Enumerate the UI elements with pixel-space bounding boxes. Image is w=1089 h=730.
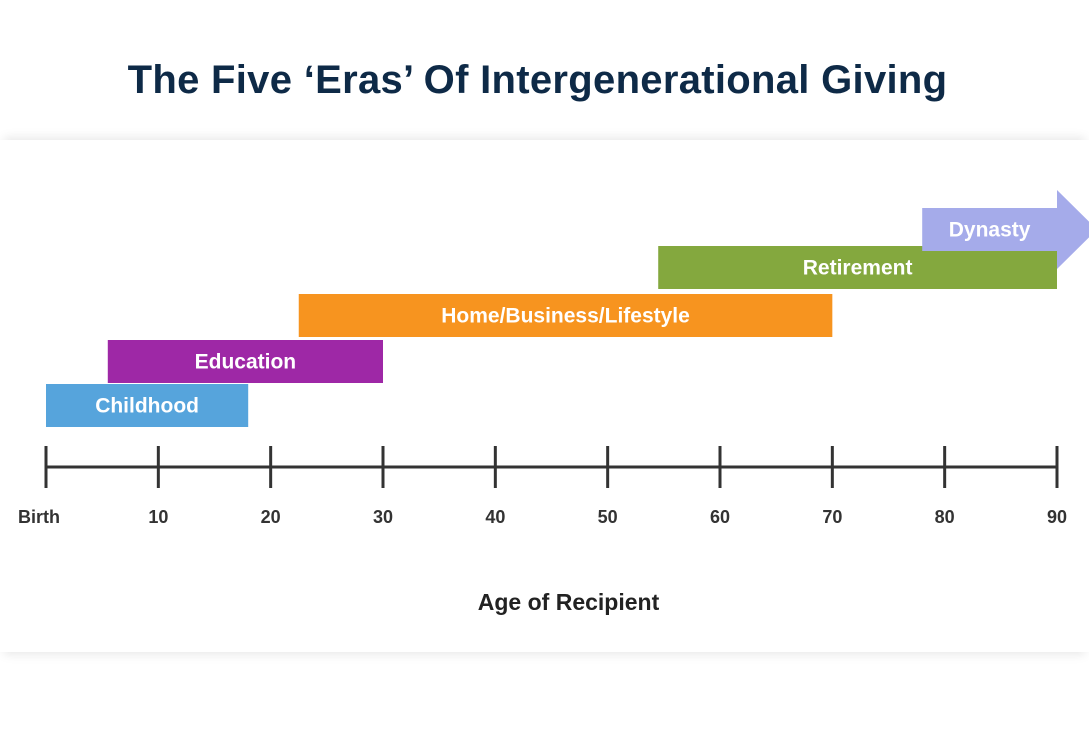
tick-label-30: 30 — [373, 507, 393, 527]
x-axis-ticks: Birth 10 20 30 40 50 60 70 80 90 — [18, 446, 1067, 527]
tick-label-50: 50 — [598, 507, 618, 527]
era-bar-dynasty — [922, 190, 1089, 269]
era-bar-home-business-lifestyle — [298, 294, 833, 337]
tick-label-10: 10 — [148, 507, 168, 527]
chart-title: The Five ‘Eras’ Of Intergenerational Giv… — [127, 58, 948, 102]
era-bars: Childhood Education Home/Business/Lifestyl… — [46, 190, 1089, 427]
tick-label-90: 90 — [1047, 507, 1067, 527]
era-label-dynasty: Dynasty — [949, 219, 1031, 242]
tick-label-60: 60 — [710, 507, 730, 527]
tick-label-birth: Birth — [18, 507, 60, 527]
era-bar-retirement — [658, 246, 1057, 289]
era-label-childhood: Childhood — [95, 395, 199, 418]
era-bar-childhood — [46, 384, 249, 427]
era-label-retirement: Retirement — [803, 257, 913, 280]
tick-label-80: 80 — [935, 507, 955, 527]
era-bar-education — [107, 340, 384, 383]
x-axis-title: Age of Recipient — [478, 589, 660, 615]
era-label-home-business-lifestyle: Home/Business/Lifestyle — [441, 305, 690, 328]
tick-label-40: 40 — [485, 507, 505, 527]
tick-label-20: 20 — [261, 507, 281, 527]
era-label-education: Education — [195, 351, 297, 374]
tick-label-70: 70 — [822, 507, 842, 527]
